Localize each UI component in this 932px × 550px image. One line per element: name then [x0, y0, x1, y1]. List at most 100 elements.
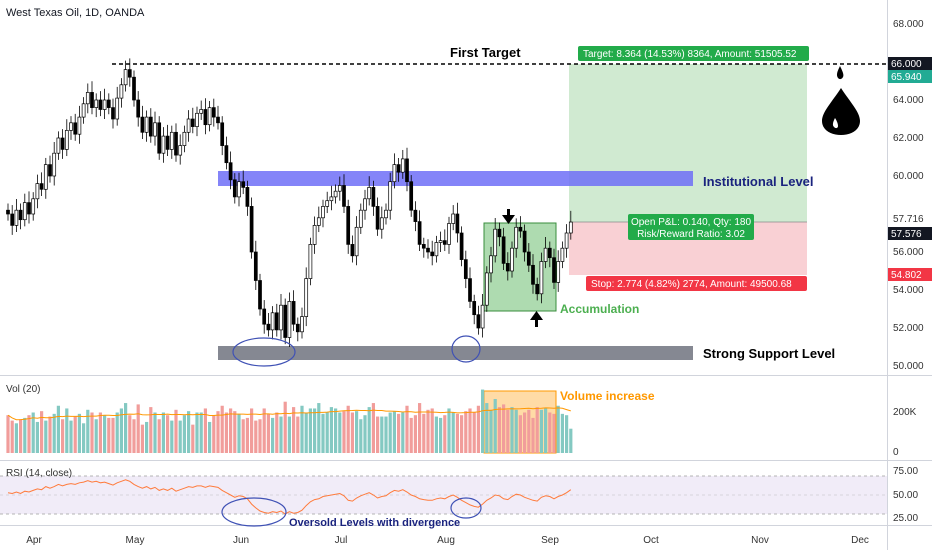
candle	[106, 99, 111, 108]
volume-bar	[233, 411, 237, 453]
volume-pane-title[interactable]: Vol (20)	[6, 384, 40, 395]
volume-bar	[23, 417, 27, 453]
first-target-badge: 66.000	[891, 59, 922, 70]
volume-bar	[199, 412, 203, 453]
price-axis[interactable]: 68.000 64.000 62.000 60.000 56.000 54.00…	[893, 19, 924, 372]
target-zone[interactable]	[569, 64, 807, 222]
volume-bar	[552, 413, 556, 453]
volume-bar	[203, 408, 207, 453]
candle	[31, 198, 36, 215]
institutional-level-band[interactable]	[218, 171, 693, 186]
candle	[27, 202, 31, 215]
candle	[102, 99, 107, 110]
candle	[224, 145, 229, 164]
candle	[211, 107, 216, 118]
volume-bar	[531, 417, 535, 453]
rsi-tick: 25.00	[893, 513, 918, 524]
volume-bar	[376, 416, 380, 453]
volume-bar	[506, 409, 510, 453]
candle	[182, 131, 187, 146]
volume-bar	[443, 415, 447, 453]
volume-bar	[359, 419, 363, 453]
candle	[98, 99, 103, 110]
volume-bar	[40, 411, 44, 453]
candle	[409, 181, 414, 211]
volume-bar	[304, 412, 308, 453]
rsi-pane-title[interactable]: RSI (14, close)	[6, 468, 72, 479]
volume-tick: 0	[893, 447, 899, 458]
candle	[77, 116, 82, 135]
volume-bar	[464, 411, 468, 453]
volume-bar	[380, 416, 384, 453]
candle	[69, 122, 73, 131]
volume-bar	[426, 409, 430, 453]
volume-bar	[514, 409, 518, 453]
candle	[262, 308, 267, 325]
volume-bar	[128, 415, 132, 453]
candle	[493, 228, 498, 257]
volume-bar	[455, 413, 459, 453]
volume-ma	[7, 407, 571, 421]
candle	[560, 247, 565, 262]
candle	[220, 122, 225, 146]
volume-bar	[350, 412, 354, 453]
candle	[358, 209, 363, 228]
time-tick: May	[126, 535, 145, 546]
candle	[18, 209, 23, 221]
candle	[161, 135, 166, 154]
candle	[421, 244, 426, 249]
candle	[6, 209, 10, 215]
pl-info-line1: Open P&L: 0.140, Qty: 180	[631, 217, 752, 228]
volume-bar	[191, 424, 195, 453]
candle	[14, 209, 19, 226]
candle	[48, 164, 52, 177]
price-tick: 62.000	[893, 133, 924, 144]
target-info-box	[578, 46, 809, 61]
candle	[266, 323, 271, 331]
candle	[522, 230, 527, 253]
candle	[346, 206, 351, 245]
candle	[22, 202, 27, 221]
candle	[426, 247, 430, 253]
candle	[413, 209, 418, 222]
stop-price-badge: 54.802	[891, 270, 922, 281]
time-tick: Nov	[751, 535, 769, 546]
volume-bar	[367, 407, 371, 453]
volume-bar	[565, 415, 569, 453]
time-axis[interactable]: Apr May Jun Jul Aug Sep Oct Nov Dec	[26, 535, 869, 546]
down-arrow-icon	[502, 209, 515, 224]
candle	[501, 236, 506, 264]
candle	[136, 99, 141, 118]
volume-bar	[481, 389, 485, 453]
volume-bar	[502, 404, 506, 453]
candle	[199, 109, 204, 114]
volume-bar	[384, 416, 388, 453]
volume-bar	[178, 420, 182, 453]
rsi-tick: 50.00	[893, 490, 918, 501]
volume-bar	[401, 412, 405, 453]
candle	[363, 198, 367, 211]
candle	[484, 272, 489, 306]
candle	[480, 304, 485, 329]
volume-bar	[98, 412, 102, 453]
symbol-title[interactable]: West Texas Oil, 1D, OANDA	[6, 7, 145, 19]
candle	[543, 247, 548, 262]
volume-bar	[279, 416, 283, 453]
volume-bar	[371, 403, 375, 453]
rsi-series-line	[7, 479, 572, 515]
volume-ma-line	[7, 407, 571, 421]
target-price-badge: 65.940	[891, 72, 922, 83]
candle	[539, 261, 544, 295]
volume-bar	[485, 403, 489, 453]
candle	[430, 251, 435, 257]
volume-bar	[523, 412, 527, 453]
volume-bar	[48, 416, 52, 453]
candle	[400, 158, 405, 173]
candle	[169, 131, 174, 150]
support-level-band[interactable]	[218, 346, 693, 360]
volume-bar	[560, 413, 564, 453]
time-tick: Sep	[541, 535, 559, 546]
candle	[547, 247, 552, 259]
pl-info-line2: Risk/Reward Ratio: 3.02	[637, 229, 745, 240]
